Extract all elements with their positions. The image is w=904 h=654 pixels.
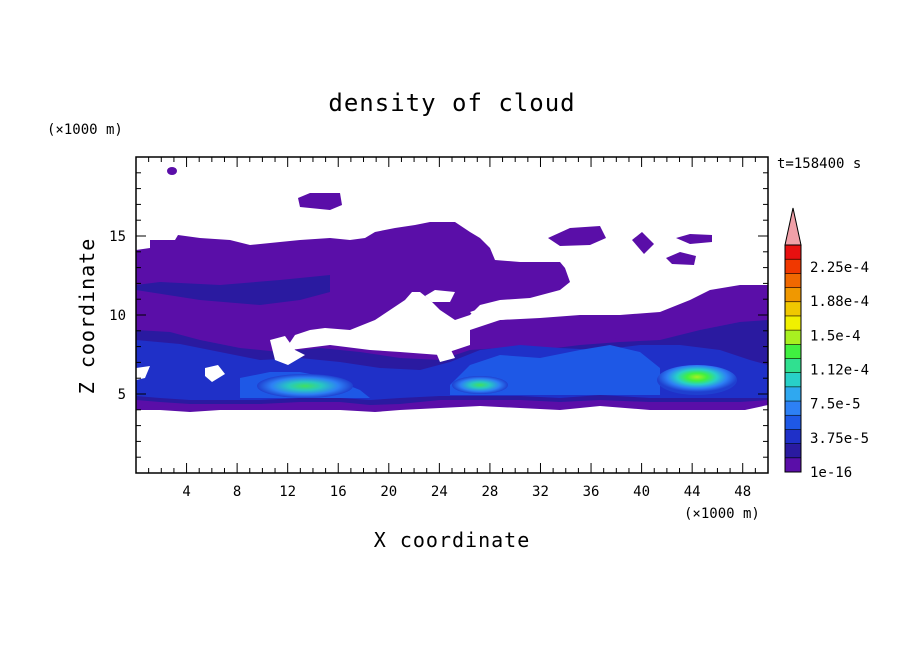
x-unit-label: (×1000 m) (684, 506, 760, 522)
colorbar-label: 2.25e-4 (810, 260, 869, 276)
time-label: t=158400 s (777, 156, 861, 172)
colorbar-label: 1e-16 (810, 465, 852, 481)
cloud-gap (270, 336, 305, 365)
y-tick-label: 10 (109, 308, 126, 324)
colorbar-swatch (785, 358, 801, 374)
x-axis-ticks: 4 8 12 16 20 24 28 32 36 40 44 48 (148, 157, 756, 500)
x-tick-label: 40 (633, 484, 650, 500)
colorbar-label: 1.12e-4 (810, 363, 869, 379)
y-axis-ticks: 5 10 15 (109, 172, 768, 458)
x-tick-label: 20 (380, 484, 397, 500)
x-tick-label: 8 (233, 484, 241, 500)
colorbar-swatch (785, 301, 801, 317)
colorbar-label: 1.88e-4 (810, 294, 869, 310)
x-tick-label: 24 (431, 484, 448, 500)
colorbar-swatch (785, 315, 801, 331)
y-tick-label: 5 (118, 387, 126, 403)
colorbar: 2.25e-4 1.88e-4 1.5e-4 1.12e-4 7.5e-5 3.75e-5… (784, 207, 869, 481)
cloud-blob (676, 234, 712, 244)
colorbar-swatch (785, 344, 801, 359)
colorbar-swatch (785, 372, 801, 388)
colorbar-label: 1.5e-4 (810, 328, 861, 344)
x-axis-label: X coordinate (374, 528, 531, 552)
colorbar-swatch (785, 386, 801, 402)
cloud-gap (205, 365, 225, 382)
cloud-core-mid (452, 376, 508, 394)
cloud-gap (435, 348, 455, 362)
x-tick-label: 36 (583, 484, 600, 500)
colorbar-swatch (785, 457, 801, 473)
colorbar-label: 7.5e-5 (810, 397, 861, 413)
colorbar-swatch (785, 401, 801, 416)
cloud-blob (666, 252, 696, 265)
colorbar-swatch (785, 415, 801, 430)
colorbar-extend-arrow (784, 207, 802, 246)
y-axis-label: Z coordinate (75, 238, 99, 395)
x-tick-label: 44 (684, 484, 701, 500)
colorbar-swatch (785, 429, 801, 445)
cloud-core-left (257, 374, 353, 398)
x-tick-label: 4 (182, 484, 190, 500)
contour-field (136, 167, 768, 412)
colorbar-swatch (785, 273, 801, 289)
cloud-blob (167, 167, 177, 175)
cloud-blob (548, 226, 606, 246)
colorbar-swatch (785, 245, 801, 260)
colorbar-swatch (785, 287, 801, 303)
x-tick-label: 16 (330, 484, 347, 500)
colorbar-swatch (785, 330, 801, 345)
cloud-layer-outer (136, 222, 570, 365)
cloud-gap (470, 292, 570, 322)
x-tick-label: 32 (532, 484, 549, 500)
cloud-gap (425, 290, 455, 302)
cloud-gap (136, 366, 150, 380)
x-tick-label: 12 (279, 484, 296, 500)
colorbar-swatch (785, 443, 801, 459)
x-tick-label: 28 (481, 484, 498, 500)
y-tick-label: 15 (109, 229, 126, 245)
cloud-blob (632, 232, 654, 254)
cloud-core-right (657, 365, 737, 395)
colorbar-swatch (785, 259, 801, 274)
y-unit-label: (×1000 m) (47, 122, 123, 138)
cloud-blob (298, 193, 342, 210)
colorbar-label: 3.75e-5 (810, 431, 869, 447)
chart-title: density of cloud (328, 89, 575, 117)
x-tick-label: 48 (734, 484, 751, 500)
cloud-band-dark-2 (136, 275, 330, 305)
